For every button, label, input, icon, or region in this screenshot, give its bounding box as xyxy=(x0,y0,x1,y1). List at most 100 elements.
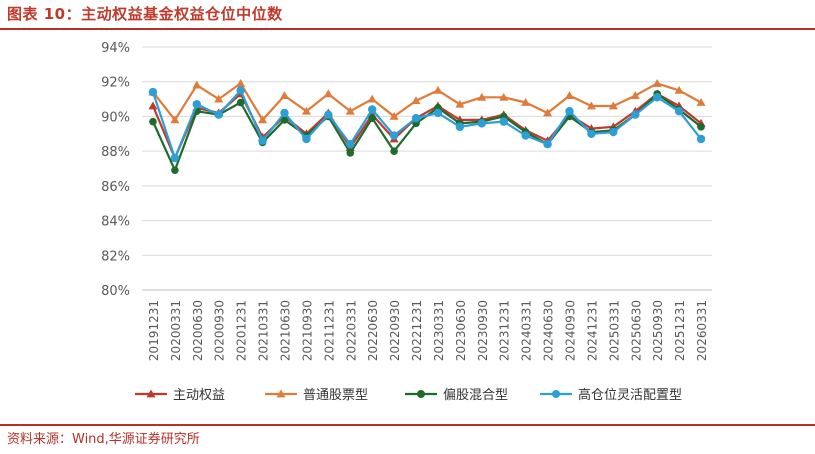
y-tick-label: 90% xyxy=(101,110,130,125)
data-point xyxy=(455,99,465,108)
x-tick-label: 20230630 xyxy=(454,300,468,361)
data-point xyxy=(214,94,224,103)
data-point xyxy=(433,85,443,94)
data-point xyxy=(565,107,574,116)
x-tick-label: 20211231 xyxy=(322,300,336,361)
x-tick-label: 20240930 xyxy=(564,300,578,361)
data-point xyxy=(697,123,705,131)
y-tick-label: 80% xyxy=(101,284,130,299)
data-point xyxy=(148,101,158,110)
data-point xyxy=(367,94,377,103)
data-point xyxy=(652,93,662,102)
data-point xyxy=(192,80,202,89)
data-point xyxy=(499,92,509,101)
data-point xyxy=(368,114,376,122)
data-point xyxy=(148,87,158,97)
data-point xyxy=(696,98,706,106)
x-tick-label: 20240630 xyxy=(542,300,556,361)
data-point xyxy=(389,131,399,140)
x-tick-label: 20250331 xyxy=(607,300,621,361)
x-tick-label: 20240331 xyxy=(520,300,534,361)
legend-swatch-marker xyxy=(276,389,286,398)
data-point xyxy=(258,136,267,145)
legend-label: 主动权益 xyxy=(173,387,225,403)
data-point xyxy=(477,92,487,101)
chart-title: 图表 10：主动权益基金权益仓位中位数 xyxy=(7,5,283,23)
data-point xyxy=(587,129,596,138)
x-tick-label: 20250630 xyxy=(629,300,643,361)
data-point xyxy=(236,78,246,87)
x-tick-label: 20210331 xyxy=(257,300,271,361)
data-point xyxy=(631,110,640,119)
legend-swatch-marker xyxy=(552,390,560,398)
series-line xyxy=(151,89,702,160)
data-point xyxy=(652,78,662,87)
x-tick-label: 20230930 xyxy=(476,300,490,361)
data-point xyxy=(630,91,640,99)
x-tick-label: 20231231 xyxy=(498,300,512,361)
data-point xyxy=(346,149,355,157)
data-point xyxy=(499,117,508,126)
x-tick-label: 20210930 xyxy=(300,300,314,361)
data-point xyxy=(609,127,618,137)
x-tick-label: 20201231 xyxy=(235,300,249,361)
x-tick-label: 20220331 xyxy=(344,300,358,361)
x-tick-label: 20220630 xyxy=(366,300,380,361)
x-tick-label: 20200930 xyxy=(213,300,227,361)
y-tick-label: 92% xyxy=(101,76,130,91)
data-point xyxy=(149,117,157,126)
data-point xyxy=(433,108,443,118)
data-point xyxy=(389,111,399,120)
data-point xyxy=(214,110,223,119)
legend-swatch-marker xyxy=(146,389,156,398)
data-point xyxy=(346,140,355,149)
data-point xyxy=(192,100,202,109)
data-point xyxy=(301,106,311,115)
data-point xyxy=(280,91,289,99)
data-point xyxy=(521,98,531,106)
y-tick-label: 88% xyxy=(101,145,130,160)
data-point xyxy=(345,106,355,115)
data-point xyxy=(608,101,618,110)
data-point xyxy=(411,96,421,105)
x-tick-label: 20220930 xyxy=(388,300,402,361)
line-chart: 80% 82% 84% 86% 88% 90% 92% 94% 20191231 20200331… xyxy=(101,41,712,403)
data-point xyxy=(674,107,684,116)
data-point xyxy=(696,134,706,144)
x-tick-label: 20241231 xyxy=(585,300,599,361)
data-point xyxy=(323,89,333,98)
x-tick-label: 20210630 xyxy=(279,300,293,361)
series-line xyxy=(151,92,702,172)
x-tick-label: 20200331 xyxy=(169,300,183,361)
legend-swatch-marker xyxy=(417,390,425,398)
data-point xyxy=(543,140,552,149)
data-point xyxy=(170,115,180,124)
y-tick-label: 82% xyxy=(101,249,130,264)
x-tick-label: 20260331 xyxy=(695,300,709,361)
data-point xyxy=(455,122,465,132)
x-tick-label: 20250930 xyxy=(651,300,665,361)
data-point xyxy=(565,91,574,99)
x-tick-label: 20251231 xyxy=(673,300,687,361)
legend-label: 普通股票型 xyxy=(303,388,368,403)
data-point xyxy=(390,147,398,155)
source-note: 资料来源：Wind,华源证券研究所 xyxy=(7,432,200,447)
x-tick-label: 20200630 xyxy=(191,300,205,361)
data-point xyxy=(280,116,289,124)
data-point xyxy=(236,86,245,95)
data-point xyxy=(302,134,311,144)
data-point xyxy=(236,98,245,107)
data-point xyxy=(258,115,268,124)
legend-label: 高仓位灵活配置型 xyxy=(578,387,682,403)
data-point xyxy=(170,153,180,163)
y-tick-label: 94% xyxy=(101,41,130,56)
data-point xyxy=(367,105,377,114)
x-tick-label: 20191231 xyxy=(147,300,161,361)
data-point xyxy=(171,166,179,175)
data-point xyxy=(280,108,289,118)
data-point xyxy=(674,85,684,94)
data-point xyxy=(324,110,333,119)
y-tick-label: 86% xyxy=(101,180,130,195)
data-point xyxy=(543,108,553,117)
footer-divider xyxy=(0,424,815,426)
